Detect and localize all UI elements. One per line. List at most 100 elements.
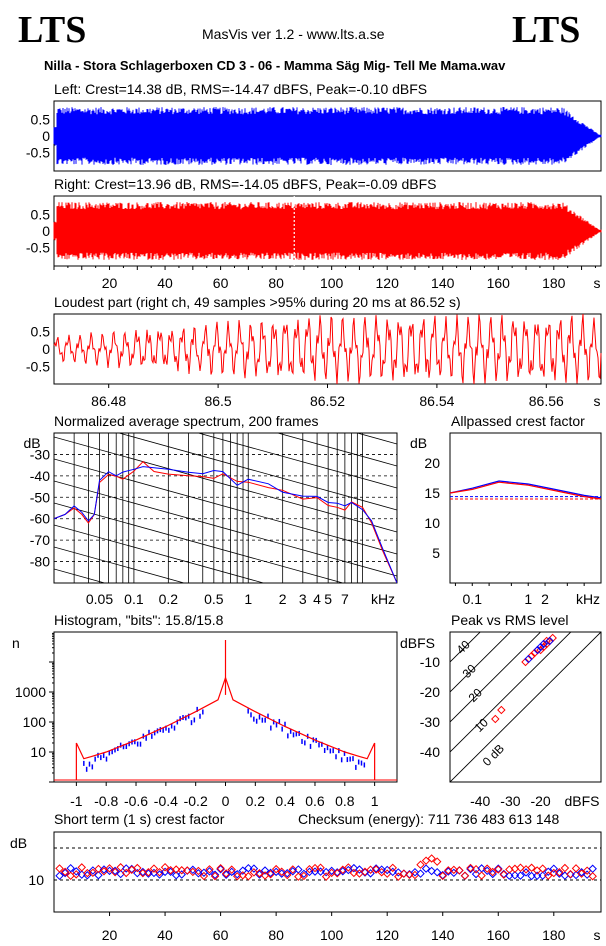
crest-point-red (227, 865, 236, 874)
crest-point-red (133, 863, 142, 873)
crest-point-blue (460, 871, 470, 881)
crest-point-blue (210, 870, 220, 879)
crest-point-red (305, 864, 314, 874)
spectrum-slope (54, 458, 397, 555)
pvr-diag-label: 0 dB (480, 741, 507, 768)
checksum: Checksum (energy): 711 736 483 613 148 (298, 811, 560, 827)
crest-point-red (271, 864, 281, 874)
histogram-xtick: 0.6 (305, 793, 325, 809)
spectrum-xtick: 2 (279, 591, 287, 607)
spectrum-ytick: -50 (30, 489, 50, 505)
crest-point-red (83, 868, 92, 878)
file-title: Nilla - Stora Schlagerboxen CD 3 - 06 - … (44, 58, 506, 73)
pvr-diagonal (450, 632, 542, 723)
crest-frame (53, 831, 602, 913)
crest-point-red (349, 868, 359, 878)
histogram-xtick: 0.4 (275, 793, 295, 809)
crest-point-red (421, 856, 431, 865)
crest-point-red (288, 865, 298, 874)
crest-point-red (438, 871, 447, 881)
crest-point-blue (505, 871, 514, 880)
spectrum-slope (54, 480, 397, 577)
crest-xtick: 140 (431, 927, 455, 943)
pvr-xunit: dBFS (564, 793, 599, 809)
crest-point-red (549, 868, 559, 878)
crest-point-red (538, 864, 547, 873)
crest-point-blue (416, 869, 425, 878)
crest-point-blue (532, 871, 542, 881)
allpass-frame (449, 432, 602, 584)
crest-title: Short term (1 s) crest factor (54, 811, 225, 827)
crest-point-red (99, 867, 109, 876)
left-wave-title: Left: Crest=14.38 dB, RMS=-14.47 dBFS, P… (54, 81, 428, 97)
spectrum-title: Normalized average spectrum, 200 frames (54, 413, 319, 429)
pvr-point-blue (524, 654, 533, 664)
spectrum-ytick: -30 (30, 446, 50, 462)
loudest-trace (53, 313, 602, 385)
right-waveform-ytick-0: 0.5 (31, 207, 51, 223)
crest-point-red (138, 868, 148, 878)
loudest-title: Loudest part (right ch, 49 samples >95% … (54, 294, 461, 310)
crest-point-blue (233, 870, 242, 879)
crest-xtick: 160 (487, 927, 511, 943)
crest-point-red (177, 866, 186, 875)
crest-point-blue (294, 865, 303, 874)
crest-point-red (116, 863, 125, 872)
histogram-xtick: -0.8 (94, 793, 118, 809)
crest-point-blue (110, 866, 120, 876)
crest-xtick: 60 (213, 927, 229, 943)
crest-point-red (399, 869, 409, 878)
pvr-point-blue (533, 645, 542, 655)
crest-point-red (488, 867, 497, 877)
spectrum-slope (276, 433, 397, 467)
crest-point-red (405, 870, 414, 880)
spectrum-xtick: 0.05 (86, 591, 113, 607)
crest-point-red (88, 868, 98, 878)
pvr-point-blue (539, 639, 548, 649)
crest-point-blue (171, 871, 181, 880)
crest-point-red (233, 872, 242, 881)
crest-point-blue (177, 870, 186, 879)
crest-ylabel: dB (10, 835, 27, 851)
crest-point-blue (371, 864, 381, 873)
crest-point-red (160, 863, 170, 872)
loudest-xtick-label: 86.54 (419, 393, 454, 409)
histogram-xtick: -0.6 (124, 793, 148, 809)
crest-point-red (310, 863, 320, 873)
crest-point-blue (305, 867, 314, 877)
histogram-ylabel: n (12, 635, 20, 651)
loudest-xunit: s (594, 393, 601, 409)
crest-point-blue (510, 871, 520, 880)
right-waveform-xtick-label: 180 (542, 275, 566, 291)
pvr-point-red (548, 633, 557, 643)
spectrum-grid (54, 283, 397, 583)
crest-point-blue (255, 870, 264, 879)
crest-point-blue (466, 864, 475, 874)
crest-point-blue (427, 866, 436, 876)
crest-point-red (571, 864, 581, 873)
spectrum-ytick: -40 (30, 468, 50, 484)
pvr-diag-label: 30 (460, 661, 480, 681)
crest-point-red (60, 867, 70, 877)
spectrum-series-1 (54, 466, 397, 583)
right-wave-title: Right: Crest=13.96 dB, RMS=-14.05 dBFS, … (54, 176, 437, 192)
pvr-diag-label: 10 (472, 715, 492, 735)
histogram-xtick: 1 (371, 793, 379, 809)
crest-xunit: s (594, 927, 601, 943)
crest-point-red (482, 864, 492, 873)
crest-point-blue (482, 866, 492, 876)
crest-point-red (577, 869, 586, 878)
crest-point-blue (432, 868, 442, 877)
left-waveform-ytick-1: 0 (42, 128, 50, 144)
spectrum-series-0 (54, 461, 397, 583)
spectrum-xtick: 5 (324, 591, 332, 607)
spectrum-slope (54, 283, 397, 378)
allpass-ytick: 10 (424, 515, 440, 531)
crest-point-blue (66, 863, 75, 873)
crest-point-blue (216, 864, 225, 874)
right-waveform-xtick-label: 140 (431, 275, 455, 291)
histogram-xtick: -0.4 (154, 793, 178, 809)
pvr-point-red (530, 648, 539, 658)
crest-point-blue (266, 868, 275, 878)
spectrum-xtick: 1 (244, 591, 252, 607)
